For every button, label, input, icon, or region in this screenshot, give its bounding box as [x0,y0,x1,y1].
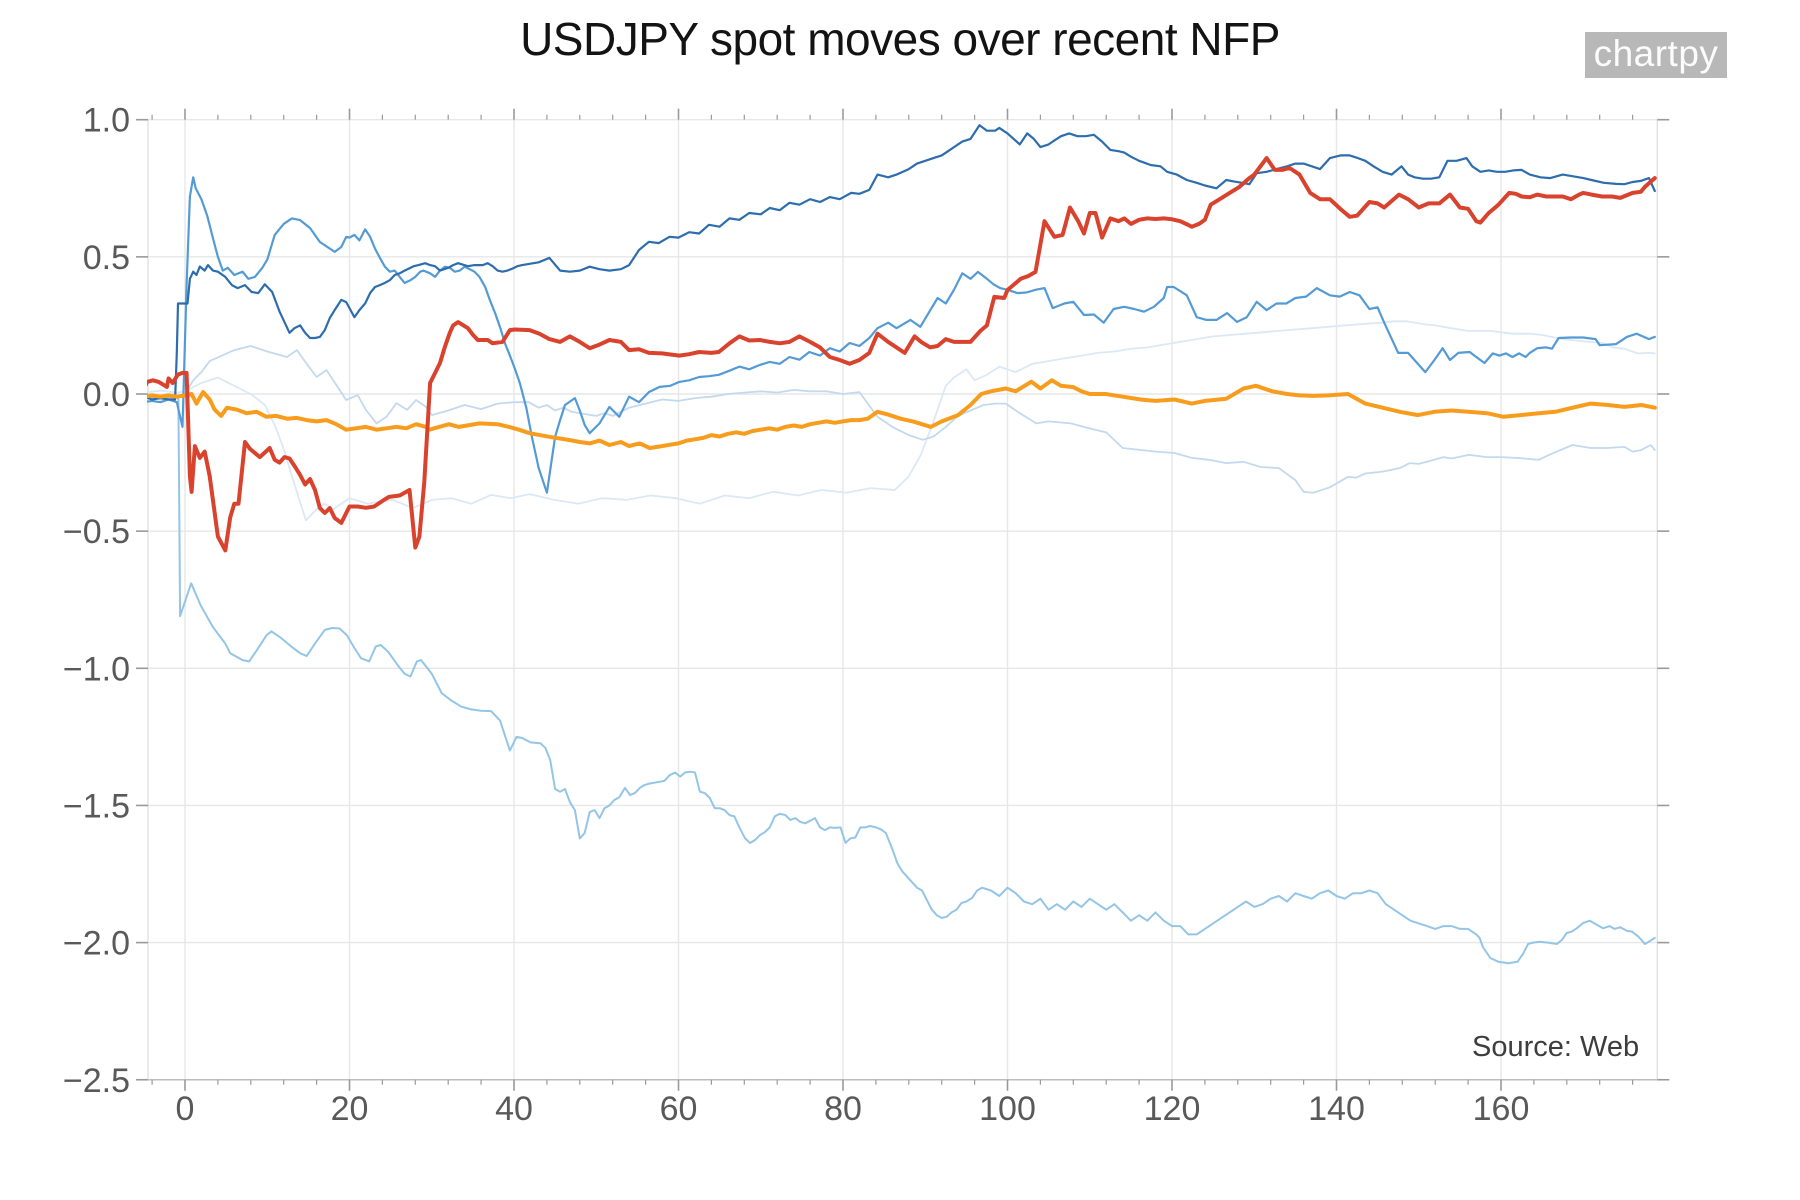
y-tick-label: 0.0 [83,376,130,414]
x-tick-label: 120 [1144,1090,1201,1128]
x-tick-label: 100 [979,1090,1036,1128]
chartpy-watermark: chartpy [1585,32,1727,78]
line-red [146,156,1657,553]
y-tick-label: −2.5 [63,1062,130,1100]
line-pale-blue-faintest [146,320,1656,522]
y-tick-label: 0.5 [83,239,130,277]
line-orange [146,378,1657,450]
line-dark-blue [146,124,1656,401]
x-tick-label: 140 [1308,1090,1365,1128]
x-tick-label: 80 [824,1090,862,1128]
chart-title: USDJPY spot moves over recent NFP [520,13,1280,65]
x-tick-label: 160 [1473,1090,1530,1128]
y-tick-label: −0.5 [63,513,130,551]
line-medium-blue [146,176,1656,494]
y-tick-label: −1.0 [63,650,130,688]
x-tick-label: 0 [176,1090,195,1128]
y-tick-label: −2.0 [63,925,130,963]
x-tick-label: 40 [495,1090,533,1128]
line-pale-blue [146,345,1656,494]
source-note: Source: Web [1472,1031,1640,1063]
y-tick-label: −1.5 [63,787,130,825]
line-light-blue-decliner [146,394,1656,965]
x-tick-label: 20 [331,1090,369,1128]
x-tick-label: 60 [660,1090,698,1128]
y-tick-label: 1.0 [83,102,130,140]
